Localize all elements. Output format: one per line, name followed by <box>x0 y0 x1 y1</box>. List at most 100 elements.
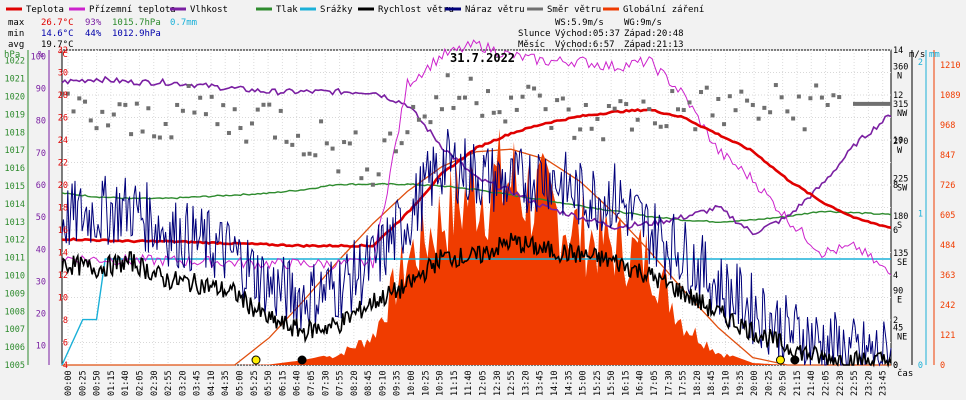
x-tick-label: 17:05 <box>650 370 660 396</box>
wind-direction-point <box>629 127 634 132</box>
hpa-tick: 1007 <box>5 325 25 335</box>
x-tick-label: 17:55 <box>679 370 689 396</box>
chart-title: 31.7.2022 <box>450 51 515 65</box>
wind-direction-point <box>768 110 773 115</box>
wind-direction-point <box>382 138 387 143</box>
x-tick-label: 02:30 <box>150 370 160 396</box>
wind-direction-point <box>244 139 249 144</box>
ground-temp-line <box>61 39 892 276</box>
x-tick-label: 15:00 <box>579 370 589 396</box>
wind-direction-point <box>756 116 761 121</box>
wind-direction-point <box>664 124 669 129</box>
x-tick-label: 13:45 <box>536 370 546 396</box>
wind-direction-point <box>486 89 491 94</box>
legend: Teplota Přízemní teplota Vlhkost Tlak Srážky… <box>6 5 704 15</box>
degc-tick: 16 <box>58 226 68 236</box>
wind-direction-point <box>635 117 640 122</box>
hpa-tick: 1009 <box>5 289 25 299</box>
wind-direction-point <box>773 83 778 88</box>
wind-direction-point <box>583 102 588 107</box>
x-tick-label: 04:10 <box>207 370 217 396</box>
hpa-axis-title: hPa <box>4 50 20 60</box>
x-tick-label: 11:15 <box>450 370 460 396</box>
wind-direction-point <box>670 89 675 94</box>
x-tick-label: 02:55 <box>164 370 174 396</box>
info-ws: WS:5.9m/s <box>555 18 604 28</box>
wind-direction-point <box>319 119 324 124</box>
x-tick-label: 23:20 <box>864 370 874 396</box>
wdir-label: SE <box>897 258 907 268</box>
wind-direction-point <box>422 114 427 119</box>
wind-direction-point <box>509 95 514 100</box>
x-tick-label: 22:55 <box>850 370 860 396</box>
wdir-tick: 45 <box>893 324 903 334</box>
wind-direction-point <box>284 139 289 144</box>
wind-direction-point <box>572 135 577 140</box>
x-tick-label: 01:40 <box>121 370 131 396</box>
x-tick-label: 05:25 <box>250 370 260 396</box>
wind-direction-point <box>203 112 208 117</box>
wind-direction-point <box>658 124 663 129</box>
wind-direction-point <box>411 104 416 109</box>
pct-tick: 30 <box>36 277 46 287</box>
stat-max-label: max <box>8 18 25 28</box>
wind-direction-point <box>146 106 151 111</box>
x-tick-label: 08:20 <box>350 370 360 396</box>
ms-tick: 4 <box>893 271 898 281</box>
wind-direction-point <box>779 95 784 100</box>
legend-label: Srážky <box>320 5 353 15</box>
wind-direction-point <box>60 91 64 96</box>
wind-direction-point <box>111 112 116 117</box>
wind-direction-point <box>716 96 721 101</box>
wind-direction-point <box>416 117 421 122</box>
stat-avg-temp: 19.7°C <box>41 40 74 50</box>
wind-direction-point <box>543 107 548 112</box>
stat-min-press: 1012.9hPa <box>112 29 161 39</box>
wind-direction-point <box>376 172 381 177</box>
x-tick-label: 02:05 <box>135 370 145 396</box>
wind-direction-point <box>837 95 842 100</box>
pct-tick: 40 <box>36 245 46 255</box>
wind-direction-point <box>296 133 301 138</box>
wdir-tick: 0 <box>893 361 898 371</box>
hpa-tick: 1014 <box>5 200 25 210</box>
wdir-tick: 135 <box>893 249 908 259</box>
wind-direction-point <box>221 103 226 108</box>
wind-direction-point <box>163 121 168 126</box>
x-tick-label: 06:40 <box>293 370 303 396</box>
hpa-tick: 1011 <box>5 254 25 264</box>
stats-block: max 26.7°C 93% 1015.7hPa 0.7mm min 14.6°… <box>8 18 197 50</box>
mm-tick: 1 <box>918 210 923 220</box>
wm2-tick: 726 <box>940 181 955 191</box>
hpa-tick: 1010 <box>5 272 25 282</box>
wind-direction-point <box>468 76 473 81</box>
wind-direction-point <box>503 119 508 124</box>
x-tick-label: 10:00 <box>407 370 417 396</box>
pct-axis-title: % <box>38 50 44 60</box>
wind-direction-point <box>393 149 398 154</box>
series-layer <box>60 39 892 368</box>
ms-axis-title: m/s <box>909 50 925 60</box>
wind-direction-point <box>255 107 260 112</box>
wind-direction-point <box>762 105 767 110</box>
wind-direction-point <box>370 182 375 187</box>
x-tick-label: 21:40 <box>807 370 817 396</box>
x-tick-label: 21:15 <box>793 370 803 396</box>
x-tick-label: 14:35 <box>564 370 574 396</box>
wind-direction-point <box>347 141 352 146</box>
pct-tick: 100 <box>31 52 46 62</box>
wind-direction-point <box>612 106 617 111</box>
x-tick-label: 18:20 <box>693 370 703 396</box>
wind-direction-point <box>699 90 704 95</box>
wind-direction-point <box>722 122 727 127</box>
wind-direction-point <box>549 125 554 130</box>
wind-direction-point <box>595 116 600 121</box>
x-axis-title: čas <box>897 368 913 379</box>
wind-direction-point <box>313 153 318 158</box>
x-tick-label: 00:50 <box>93 370 103 396</box>
legend-label: Teplota <box>26 5 64 15</box>
wind-speed-line <box>61 232 892 368</box>
degc-tick: 12 <box>58 271 68 281</box>
ms-tick: 12 <box>893 91 903 101</box>
wind-direction-point <box>704 85 709 90</box>
